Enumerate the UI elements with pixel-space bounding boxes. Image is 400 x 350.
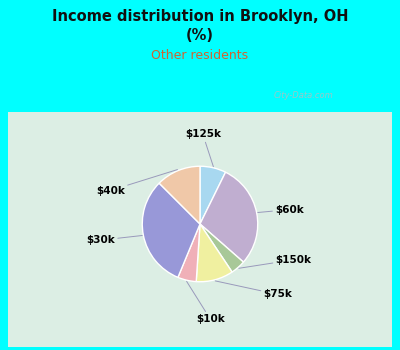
Text: $30k: $30k [86, 235, 142, 245]
Text: $75k: $75k [215, 281, 292, 300]
Text: $150k: $150k [239, 255, 312, 268]
Text: (%): (%) [186, 28, 214, 43]
Text: Income distribution in Brooklyn, OH: Income distribution in Brooklyn, OH [52, 9, 348, 24]
Wedge shape [200, 166, 226, 224]
Text: $125k: $125k [185, 130, 221, 167]
Text: Other residents: Other residents [152, 49, 248, 62]
Text: $10k: $10k [187, 281, 225, 324]
Wedge shape [159, 166, 200, 224]
Wedge shape [142, 183, 200, 277]
Text: $60k: $60k [258, 204, 304, 215]
Wedge shape [196, 224, 232, 282]
FancyBboxPatch shape [8, 112, 392, 346]
Wedge shape [200, 224, 244, 272]
Text: $40k: $40k [96, 170, 178, 196]
Wedge shape [178, 224, 200, 282]
Wedge shape [200, 172, 258, 262]
Text: City-Data.com: City-Data.com [274, 91, 334, 100]
